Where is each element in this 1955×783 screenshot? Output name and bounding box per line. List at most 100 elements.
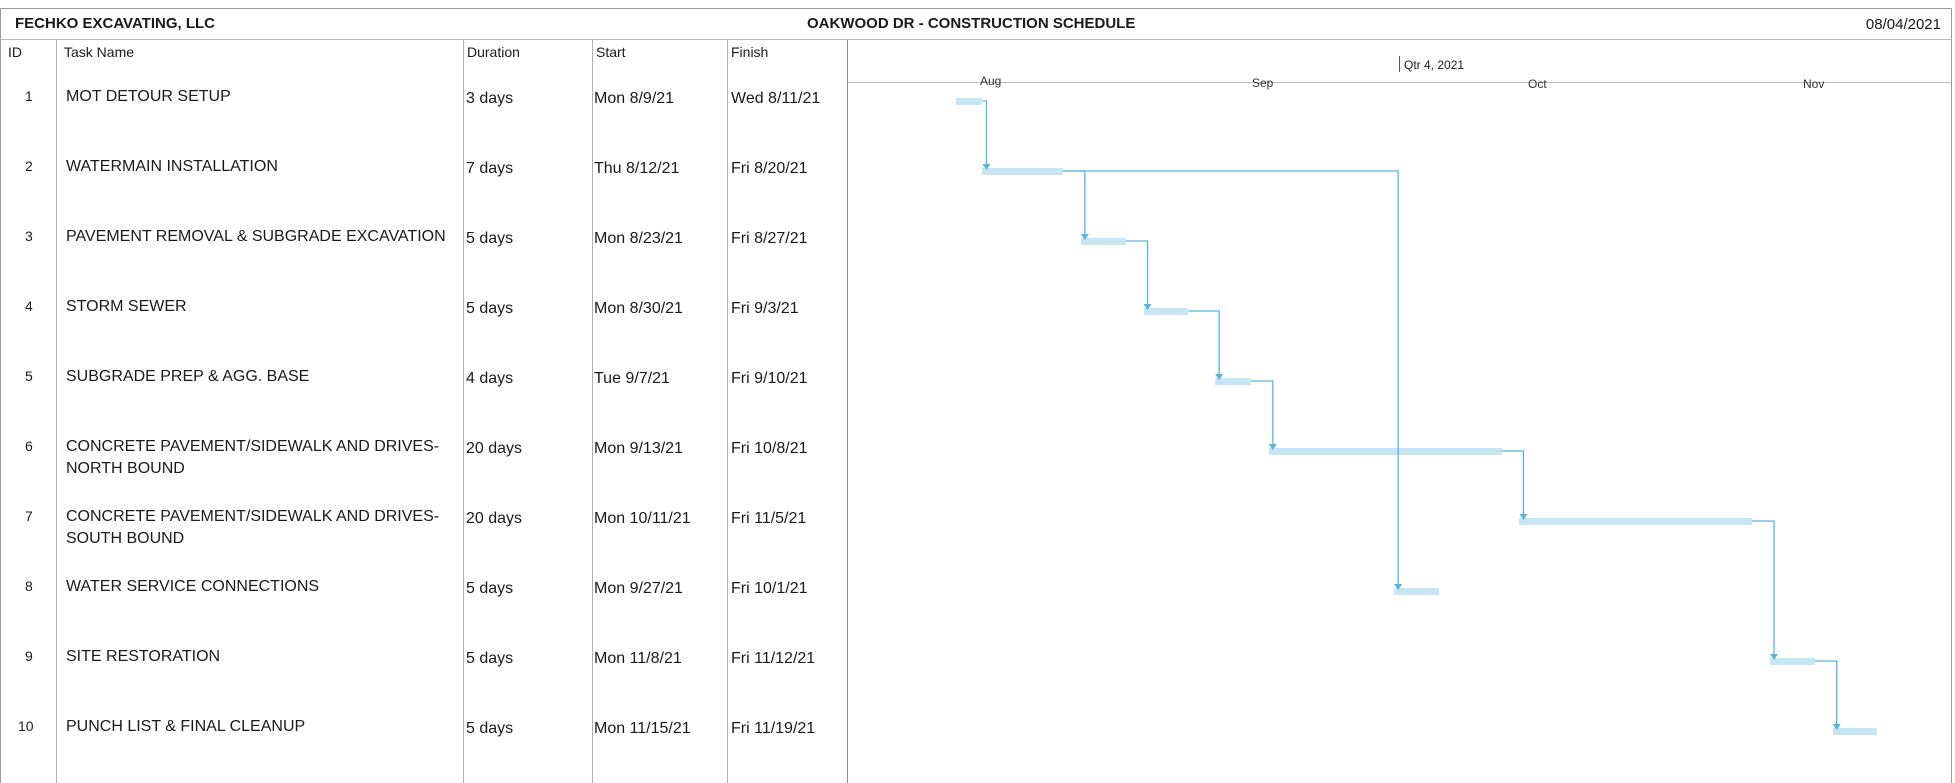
dependency-link <box>1063 170 1086 235</box>
column-divider <box>727 40 728 783</box>
task-duration: 5 days <box>466 650 514 667</box>
dependency-link <box>982 100 988 165</box>
task-finish: Fri 10/1/21 <box>731 580 808 597</box>
task-start: Mon 9/13/21 <box>594 440 683 457</box>
task-start: Mon 11/15/21 <box>594 720 691 737</box>
task-finish: Fri 8/20/21 <box>731 160 808 177</box>
timescale-month: Nov <box>1803 77 1825 91</box>
task-id: 7 <box>25 508 33 524</box>
column-header-task-name: Task Name <box>64 44 135 60</box>
schedule-date: 08/04/2021 <box>1865 16 1941 33</box>
task-finish: Fri 8/27/21 <box>731 230 808 247</box>
dependency-arrow <box>1215 374 1224 380</box>
task-start: Mon 8/30/21 <box>594 300 683 317</box>
task-duration: 20 days <box>466 510 523 527</box>
task-name: SITE RESTORATION <box>66 648 221 665</box>
task-name: WATERMAIN INSTALLATION <box>66 158 278 175</box>
dependency-link <box>1814 660 1838 725</box>
task-finish: Fri 11/5/21 <box>731 510 807 527</box>
task-id: 10 <box>18 718 34 734</box>
task-name-continued: NORTH BOUND <box>66 460 185 477</box>
timescale-month: Oct <box>1528 77 1547 91</box>
dependency-arrow <box>1519 514 1528 520</box>
gantt-bar <box>1080 238 1126 245</box>
dependency-link <box>1188 310 1220 375</box>
schedule-title: OAKWOOD DR - CONSTRUCTION SCHEDULE <box>807 15 1136 32</box>
task-duration: 7 days <box>466 160 514 177</box>
dependency-link <box>1125 240 1149 305</box>
quarter-tick <box>1399 56 1400 72</box>
task-duration: 3 days <box>466 90 514 107</box>
column-divider <box>56 40 57 783</box>
task-id: 3 <box>25 228 33 244</box>
task-id: 9 <box>25 648 33 664</box>
task-finish: Fri 9/10/21 <box>731 370 808 387</box>
column-divider <box>592 40 593 783</box>
dependency-link <box>1501 450 1525 515</box>
dependency-arrow <box>1143 304 1152 310</box>
task-duration: 5 days <box>466 580 514 597</box>
company-name: FECHKO EXCAVATING, LLC <box>15 15 215 32</box>
dependency-arrow <box>982 164 991 170</box>
task-duration: 20 days <box>466 440 523 457</box>
gantt-bar <box>1519 518 1753 525</box>
dependency-arrow <box>1770 654 1779 660</box>
gantt-bar <box>1770 658 1815 665</box>
task-name: CONCRETE PAVEMENT/SIDEWALK AND DRIVES- <box>66 438 440 455</box>
gantt-bar <box>1832 728 1878 735</box>
task-start: Thu 8/12/21 <box>594 160 680 177</box>
gantt-bar <box>982 168 1063 175</box>
timescale-month: Aug <box>980 74 1002 88</box>
task-finish: Wed 8/11/21 <box>731 90 821 107</box>
task-start: Mon 10/11/21 <box>594 510 691 527</box>
dependency-arrow <box>1080 234 1089 240</box>
column-divider <box>463 40 464 783</box>
gantt-bar <box>1394 588 1439 595</box>
task-name: WATER SERVICE CONNECTIONS <box>66 578 320 595</box>
task-duration: 5 days <box>466 720 514 737</box>
task-duration: 4 days <box>466 370 514 387</box>
gantt-bar <box>1215 378 1251 385</box>
task-duration: 5 days <box>466 300 514 317</box>
task-name-continued: SOUTH BOUND <box>66 530 185 547</box>
task-id: 1 <box>25 88 33 104</box>
timescale-month: Sep <box>1252 76 1274 90</box>
dependency-link <box>1063 170 1399 585</box>
task-start: Mon 8/9/21 <box>594 90 675 107</box>
schedule-header: FECHKO EXCAVATING, LLC OAKWOOD DR - CONS… <box>0 8 1952 40</box>
task-start: Mon 9/27/21 <box>594 580 683 597</box>
task-name: PUNCH LIST & FINAL CLEANUP <box>66 718 306 735</box>
task-name: PAVEMENT REMOVAL & SUBGRADE EXCAVATION <box>66 228 446 245</box>
task-name: SUBGRADE PREP & AGG. BASE <box>66 368 310 385</box>
dependency-arrow <box>1268 444 1277 450</box>
timescale-divider <box>848 82 1951 83</box>
dependency-link <box>1250 380 1274 445</box>
gantt-bar <box>1143 308 1189 315</box>
task-finish: Fri 11/12/21 <box>731 650 816 667</box>
task-name: MOT DETOUR SETUP <box>66 88 231 105</box>
gantt-bar <box>955 98 983 105</box>
column-header-start: Start <box>596 44 626 60</box>
task-finish: Fri 11/19/21 <box>731 720 816 737</box>
task-start: Tue 9/7/21 <box>594 370 670 387</box>
column-header-finish: Finish <box>731 44 769 60</box>
column-header-duration: Duration <box>467 44 520 60</box>
task-id: 4 <box>25 298 33 314</box>
task-start: Mon 8/23/21 <box>594 230 683 247</box>
dependency-link <box>1752 520 1775 655</box>
dependency-arrow <box>1832 724 1841 730</box>
task-id: 2 <box>25 158 33 174</box>
task-id: 6 <box>25 438 33 454</box>
task-start: Mon 11/8/21 <box>594 650 682 667</box>
timescale-quarter: Qtr 4, 2021 <box>1404 58 1465 72</box>
task-id: 5 <box>25 368 33 384</box>
task-name: STORM SEWER <box>66 298 187 315</box>
task-duration: 5 days <box>466 230 514 247</box>
task-id: 8 <box>25 578 33 594</box>
task-finish: Fri 9/3/21 <box>731 300 799 317</box>
task-name: CONCRETE PAVEMENT/SIDEWALK AND DRIVES- <box>66 508 440 525</box>
task-table <box>0 40 848 783</box>
column-header-id: ID <box>8 44 22 60</box>
